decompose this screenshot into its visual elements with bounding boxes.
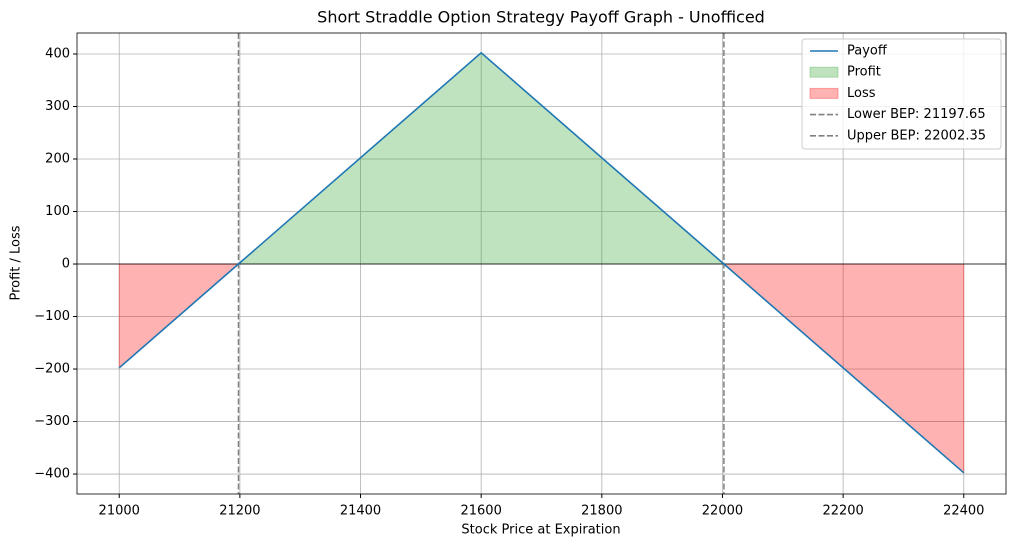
chart-title: Short Straddle Option Strategy Payoff Gr… bbox=[317, 8, 765, 27]
payoff-line bbox=[118, 51, 965, 474]
legend-box bbox=[801, 38, 1002, 150]
legend-label: Payoff bbox=[847, 44, 888, 59]
legend-swatch bbox=[809, 87, 839, 99]
x-tick-label: 22200 bbox=[822, 504, 863, 519]
legend-label: Profit bbox=[847, 65, 881, 80]
x-axis-label: Stock Price at Expiration bbox=[461, 523, 620, 538]
y-tick-label: 200 bbox=[45, 152, 70, 167]
x-tick-label: 21800 bbox=[581, 504, 622, 519]
legend-label: Upper BEP: 22002.35 bbox=[847, 128, 986, 143]
x-tick-label: 21000 bbox=[99, 504, 140, 519]
y-tick-label: 100 bbox=[45, 204, 70, 219]
y-tick-label: 0 bbox=[62, 257, 70, 272]
y-tick-label: −100 bbox=[34, 309, 70, 324]
legend-label: Lower BEP: 21197.65 bbox=[847, 107, 986, 122]
x-tick-label: 22400 bbox=[943, 504, 984, 519]
x-tick-label: 21200 bbox=[219, 504, 260, 519]
y-axis-label: Profit / Loss bbox=[9, 225, 24, 300]
y-tick-label: 300 bbox=[45, 99, 70, 114]
legend: Payoff Profit Loss Lower BEP: 21197.65 Upper… bbox=[801, 38, 1002, 150]
y-tick-label: −300 bbox=[34, 414, 70, 429]
x-tick-label: 22000 bbox=[702, 504, 743, 519]
x-tick-label: 21600 bbox=[460, 504, 501, 519]
legend-swatch bbox=[809, 66, 839, 78]
y-tick-label: 400 bbox=[45, 47, 70, 62]
legend-label: Loss bbox=[847, 86, 876, 101]
y-tick-label: −400 bbox=[34, 467, 70, 482]
y-tick-label: −200 bbox=[34, 362, 70, 377]
plot-frame bbox=[76, 32, 1007, 495]
x-tick-label: 21400 bbox=[340, 504, 381, 519]
